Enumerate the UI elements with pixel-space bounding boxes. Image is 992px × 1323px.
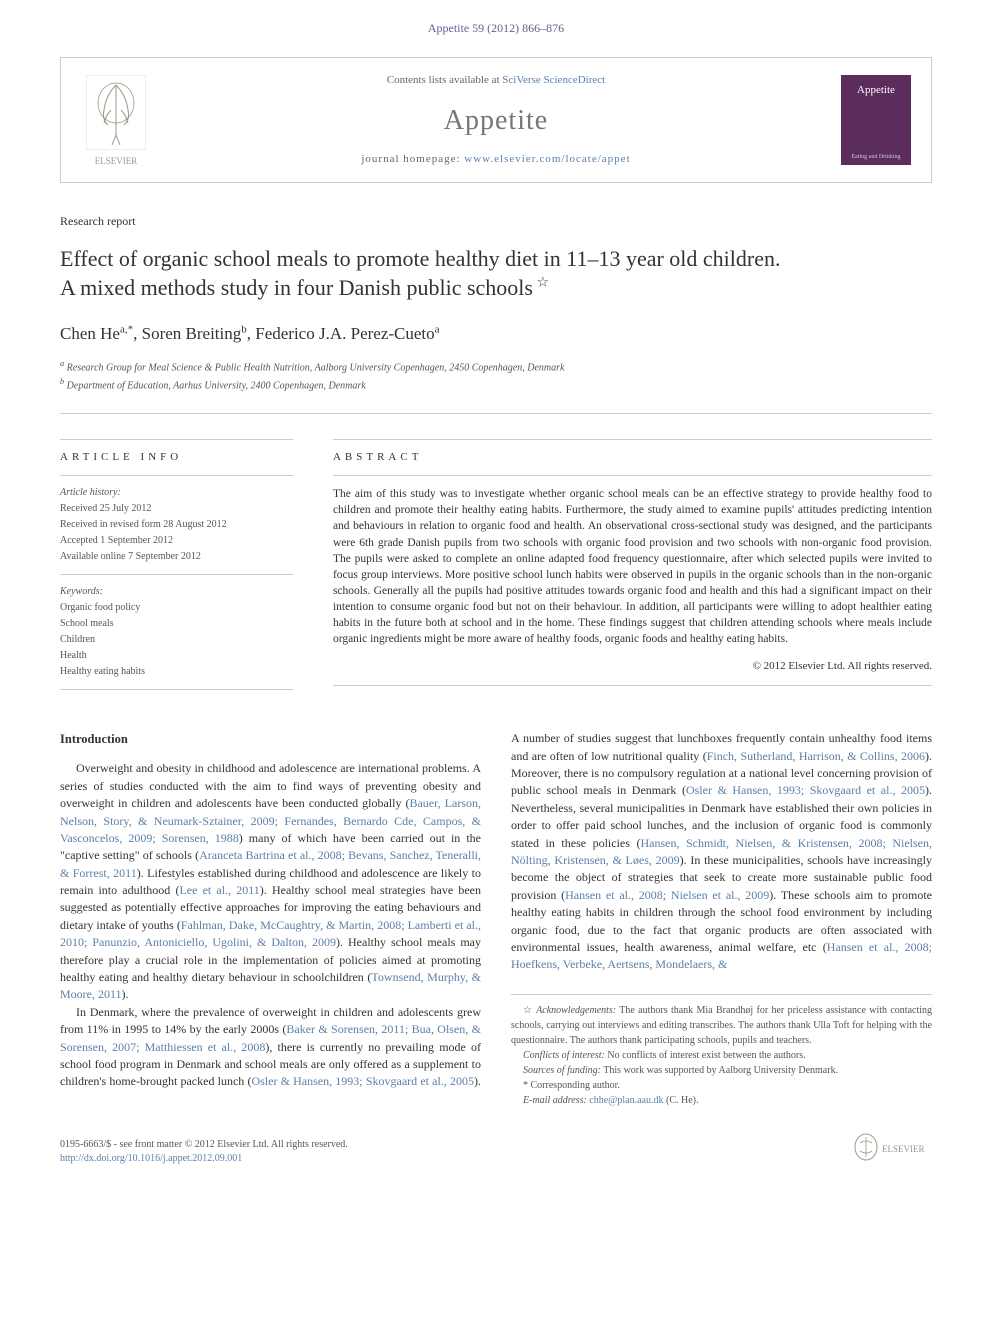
footnotes-block: ☆ Acknowledgements: The authors thank Mi… [511,994,932,1108]
ack-label: Acknowledgements: [536,1005,616,1016]
homepage-link[interactable]: www.elsevier.com/locate/appet [464,153,630,165]
conflicts-footnote: Conflicts of interest: No conflicts of i… [511,1048,932,1063]
sciencedirect-link[interactable]: SciVerse ScienceDirect [502,74,605,86]
article-info-block: article info Article history: Received 2… [60,429,293,700]
keywords-label: Keywords: [60,585,293,599]
citation-line: Appetite 59 (2012) 866–876 [60,20,932,37]
publisher-logo-block: ELSEVIER [81,73,151,168]
author-2: Soren Breiting [142,324,242,343]
funding-footnote: Sources of funding: This work was suppor… [511,1063,932,1078]
keywords-block: Keywords: Organic food policy School mea… [60,585,293,679]
acknowledgements-footnote: ☆ Acknowledgements: The authors thank Mi… [511,1003,932,1048]
doi-link[interactable]: http://dx.doi.org/10.1016/j.appet.2012.0… [60,1152,348,1166]
article-type: Research report [60,213,932,230]
journal-title: Appetite [151,101,841,140]
affiliations: a Research Group for Meal Science & Publ… [60,358,932,393]
funding-text: This work was supported by Aalborg Unive… [601,1065,838,1076]
email-suffix: (C. He). [663,1095,698,1106]
conflicts-label: Conflicts of interest: [523,1050,605,1061]
contents-prefix: Contents lists available at [387,74,502,86]
contents-available-line: Contents lists available at SciVerse Sci… [151,73,841,88]
affiliation-b: b Department of Education, Aarhus Univer… [60,376,932,393]
elsevier-tree-logo [81,73,151,153]
keyword-1: Organic food policy [60,601,293,615]
citation-link[interactable]: Lee et al., 2011 [179,883,259,897]
article-title: Effect of organic school meals to promot… [60,245,932,302]
citation-link[interactable]: Osler & Hansen, 1993; Skovgaard et al., … [686,783,925,797]
publisher-footer-logo: ELSEVIER [852,1133,932,1166]
svg-text:ELSEVIER: ELSEVIER [882,1144,925,1154]
info-abstract-row: article info Article history: Received 2… [60,429,932,700]
intro-paragraph-1: Overweight and obesity in childhood and … [60,760,481,1003]
copyright-line: © 2012 Elsevier Ltd. All rights reserved… [333,659,932,674]
author-1-sup: a,* [120,324,133,336]
conflicts-text: No conflicts of interest exist between t… [605,1050,806,1061]
keyword-3: Children [60,633,293,647]
author-3-sup: a [435,324,440,336]
revised-date: Received in revised form 28 August 2012 [60,518,293,532]
introduction-heading: Introduction [60,730,481,748]
abs-divider-top [333,439,932,440]
abstract-block: abstract The aim of this study was to in… [333,429,932,700]
info-divider-mid2 [60,574,293,575]
page-footer: 0195-6663/$ - see front matter © 2012 El… [60,1133,932,1166]
author-2-sup: b [241,324,247,336]
citation-link[interactable]: Hansen et al., 2008; Nielsen et al., 200… [565,888,769,902]
header-center: Contents lists available at SciVerse Sci… [151,73,841,167]
abs-divider-mid [333,475,932,476]
keyword-4: Health [60,649,293,663]
keyword-2: School meals [60,617,293,631]
abstract-text: The aim of this study was to investigate… [333,486,932,647]
affiliation-b-text: Department of Education, Aarhus Universi… [67,380,366,391]
keyword-5: Healthy eating habits [60,665,293,679]
article-info-heading: article info [60,450,293,465]
cover-title: Appetite [857,83,895,98]
footer-left: 0195-6663/$ - see front matter © 2012 El… [60,1138,348,1166]
divider [60,413,932,414]
journal-header: ELSEVIER Contents lists available at Sci… [60,57,932,184]
info-divider-bot [60,689,293,690]
accepted-date: Accepted 1 September 2012 [60,534,293,548]
cover-subtitle: Eating and Drinking [852,153,901,161]
author-3: Federico J.A. Perez-Cueto [255,324,434,343]
journal-homepage-line: journal homepage: www.elsevier.com/locat… [151,152,841,167]
title-line2: A mixed methods study in four Danish pub… [60,275,533,300]
issn-line: 0195-6663/$ - see front matter © 2012 El… [60,1138,348,1152]
affiliation-a: a Research Group for Meal Science & Publ… [60,358,932,375]
citation-link[interactable]: Finch, Sutherland, Harrison, & Collins, … [707,749,925,763]
received-date: Received 25 July 2012 [60,502,293,516]
publisher-name: ELSEVIER [81,155,151,168]
journal-cover-thumb: Appetite Eating and Drinking [841,75,911,165]
homepage-prefix: journal homepage: [361,153,464,165]
info-divider-mid1 [60,475,293,476]
citation-link[interactable]: Osler & Hansen, 1993; Skovgaard et al., … [251,1074,474,1088]
info-divider-top [60,439,293,440]
p1f: ). [122,987,129,1001]
author-1: Chen He [60,324,120,343]
abs-divider-bot [333,685,932,686]
abstract-heading: abstract [333,450,932,465]
title-footnote-star: ☆ [533,275,549,290]
affiliation-a-text: Research Group for Meal Science & Public… [67,363,565,374]
email-footnote: E-mail address: chhe@plan.aau.dk (C. He)… [511,1093,932,1108]
body-columns: Introduction Overweight and obesity in c… [60,730,932,1107]
title-line1: Effect of organic school meals to promot… [60,246,781,271]
history-label: Article history: [60,486,293,500]
authors-line: Chen Hea,*, Soren Breitingb, Federico J.… [60,322,932,346]
email-link[interactable]: chhe@plan.aau.dk [587,1095,664,1106]
corresponding-author-footnote: * Corresponding author. [511,1078,932,1093]
online-date: Available online 7 September 2012 [60,550,293,564]
funding-label: Sources of funding: [523,1065,601,1076]
email-label: E-mail address: [523,1095,587,1106]
